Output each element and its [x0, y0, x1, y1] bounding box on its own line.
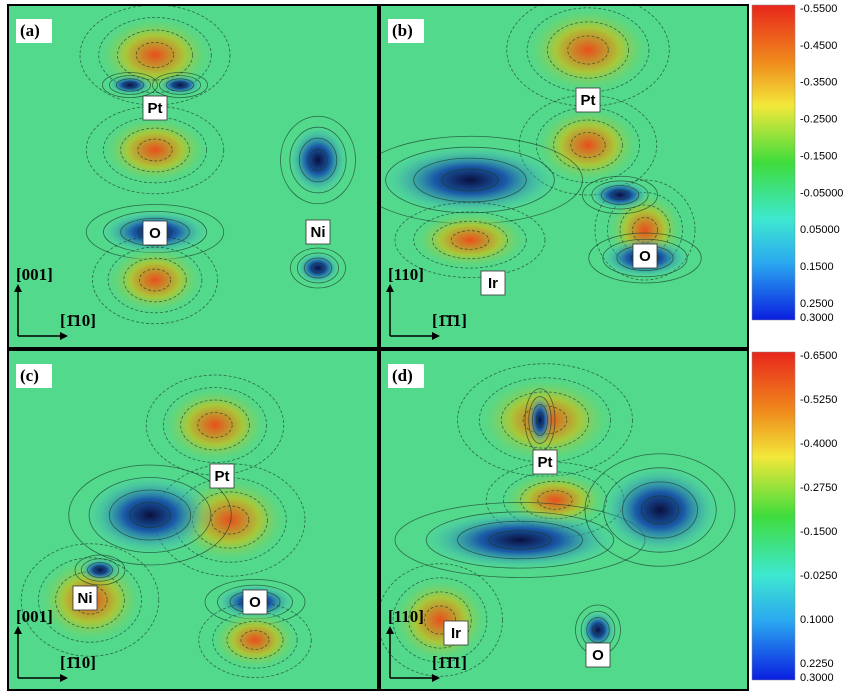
- axis-label: [1̄10]: [60, 653, 96, 672]
- atom-label: Pt: [215, 468, 230, 485]
- atom-label: O: [639, 248, 651, 265]
- panel: (d) Pt Ir O [110] [1̄1̄1]: [378, 350, 749, 690]
- density-lobe: [100, 115, 210, 185]
- axis-label: [1̄10]: [60, 311, 96, 330]
- atom-label: Ni: [311, 224, 326, 241]
- density-lobe: [80, 558, 120, 582]
- colorbar-tick-label: 0.3000: [800, 312, 834, 324]
- density-lobe: [380, 145, 560, 215]
- density-lobe: [528, 395, 552, 445]
- colorbar-tick-label: -0.4500: [800, 40, 837, 52]
- colorbar-tick-label: -0.5250: [800, 394, 837, 406]
- density-lobe: [600, 465, 720, 555]
- colorbar-tick-label: -0.3500: [800, 77, 837, 89]
- colorbar-tick-label: -0.6500: [800, 350, 837, 362]
- density-lobe: [85, 475, 215, 555]
- colorbar-tick-label: -0.2750: [800, 482, 837, 494]
- density-lobe: [523, 5, 653, 95]
- density-lobe: [105, 245, 205, 315]
- atom-label: O: [149, 225, 161, 242]
- density-lobe: [420, 510, 620, 570]
- atom-label: O: [249, 594, 261, 611]
- density-lobe: [158, 75, 202, 95]
- panel-label: (d): [392, 366, 413, 385]
- atom-label: Ir: [488, 275, 498, 292]
- atom-label: Ni: [78, 590, 93, 607]
- colorbar: [752, 352, 795, 680]
- axis-label: [110]: [388, 265, 424, 284]
- colorbar-tick-label: -0.05000: [800, 187, 843, 199]
- panel: (b) Pt O Ir [110] [1̄1̄1]: [358, 0, 749, 348]
- axis-label: [001]: [16, 607, 53, 626]
- density-lobe: [108, 75, 152, 95]
- density-lobe: [296, 252, 340, 284]
- axis-label: [1̄1̄1]: [432, 653, 467, 672]
- density-lobe: [590, 180, 650, 210]
- panel: (a) Pt O Ni [001] [1̄10]: [8, 5, 378, 348]
- density-lobe: [288, 125, 348, 195]
- colorbar-tick-label: -0.5500: [800, 3, 837, 15]
- atom-label: O: [592, 647, 604, 664]
- axis-label: [1̄1̄1]: [432, 311, 467, 330]
- atom-label: Pt: [538, 454, 553, 471]
- colorbar-tick-label: 0.3000: [800, 672, 834, 684]
- atom-label: Pt: [581, 92, 596, 109]
- panel: (c) Pt Ni O [001] [1̄10]: [8, 350, 378, 690]
- colorbar-tick-label: -0.1500: [800, 150, 837, 162]
- figure: (a)PtONi[001][1̄10](b)PtOIr[110][1̄1̄1](…: [0, 0, 845, 695]
- colorbar-tick-label: -0.1500: [800, 526, 837, 538]
- colorbar-tick-label: 0.2500: [800, 298, 834, 310]
- panel-label: (a): [20, 21, 40, 40]
- colorbar-tick-label: 0.2250: [800, 658, 834, 670]
- density-lobe: [410, 210, 530, 270]
- panel-label: (b): [392, 21, 413, 40]
- atom-label: Pt: [148, 100, 163, 117]
- density-lobe: [210, 610, 300, 670]
- atom-label: Ir: [451, 625, 461, 642]
- colorbar-tick-label: -0.2500: [800, 114, 837, 126]
- colorbar-tick-label: 0.05000: [800, 224, 840, 236]
- colorbar-tick-label: -0.0250: [800, 570, 837, 582]
- panel-label: (c): [20, 366, 39, 385]
- colorbar-tick-label: -0.4000: [800, 438, 837, 450]
- axis-label: [001]: [16, 265, 53, 284]
- colorbar: [752, 5, 795, 320]
- colorbar-tick-label: 0.1000: [800, 614, 834, 626]
- density-lobe: [160, 385, 270, 465]
- axis-label: [110]: [388, 607, 424, 626]
- colorbar-tick-label: 0.1500: [800, 261, 834, 273]
